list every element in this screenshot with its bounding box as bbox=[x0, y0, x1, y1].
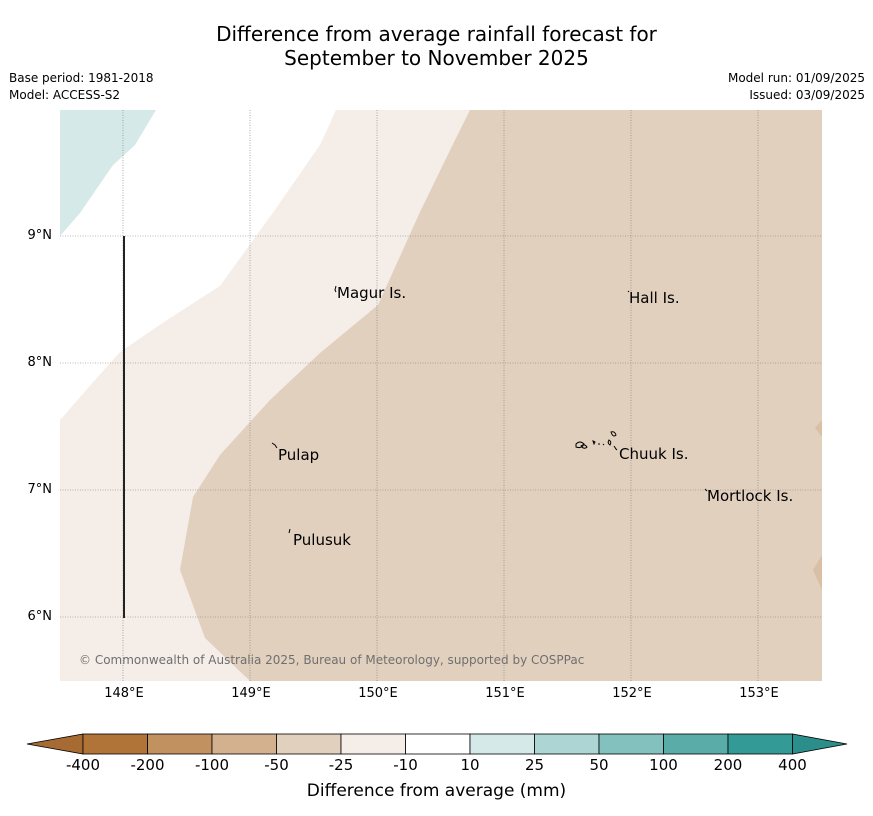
model-run: Model run: 01/09/2025 bbox=[727, 71, 865, 85]
colorbar-bin bbox=[663, 733, 729, 755]
rainfall-map bbox=[60, 110, 822, 681]
mortlock-island-shape bbox=[704, 488, 708, 492]
base-period: Base period: 1981-2018 bbox=[9, 71, 154, 85]
colorbar-bin bbox=[469, 733, 535, 755]
colorbar-extend-high bbox=[792, 733, 848, 755]
colorbar-tick-label: 10 bbox=[460, 756, 480, 774]
chuuk-lagoon-shape bbox=[575, 431, 618, 451]
forecast-meta-right: Model run: 01/09/2025 Issued: 03/09/2025 bbox=[728, 70, 865, 104]
colorbar-tick-label: -400 bbox=[65, 756, 101, 774]
model-name: Model: ACCESS-S2 bbox=[9, 88, 121, 102]
colorbar-bin bbox=[82, 733, 148, 755]
colorbar-bin bbox=[147, 733, 213, 755]
colorbar-tick-label: 200 bbox=[713, 756, 743, 774]
colorbar-tick-label: -25 bbox=[328, 756, 354, 774]
colorbar-bin bbox=[276, 733, 342, 755]
dry-medium-edge-patch-2 bbox=[813, 555, 822, 590]
wet-light-region bbox=[60, 110, 156, 236]
lat-label-9n: 9°N bbox=[27, 228, 53, 243]
colorbar-bin bbox=[598, 733, 664, 755]
island-outlines bbox=[271, 285, 708, 534]
colorbar-extend-low bbox=[26, 733, 84, 755]
legend-title: Difference from average (mm) bbox=[306, 781, 567, 801]
lat-label-7n: 7°N bbox=[27, 482, 53, 497]
colorbar-bin bbox=[405, 733, 471, 755]
colorbar-tick-label: -50 bbox=[264, 756, 289, 774]
colorbar-bin bbox=[211, 733, 277, 755]
colorbar-tick-label: 400 bbox=[778, 756, 807, 774]
dry-medium-region bbox=[180, 110, 822, 681]
pulusuk-island-shape bbox=[288, 528, 291, 534]
lat-label-6n: 6°N bbox=[27, 609, 53, 624]
lat-label-8n: 8°N bbox=[27, 355, 53, 370]
hall-island-shape bbox=[627, 290, 630, 293]
colorbar-tick-label: -10 bbox=[393, 756, 418, 774]
colorbar-bin bbox=[534, 733, 600, 755]
magur-island-shape bbox=[334, 285, 337, 293]
colorbar-legend bbox=[26, 733, 848, 755]
colorbar-tick-label: 100 bbox=[649, 756, 678, 774]
colorbar-tick-label: -100 bbox=[194, 756, 230, 774]
map-title: Difference from average rainfall forecas… bbox=[0, 22, 873, 70]
lon-label-148e: 148°E bbox=[104, 686, 144, 701]
lon-label-151e: 151°E bbox=[485, 686, 525, 701]
title-line-1: Difference from average rainfall forecas… bbox=[216, 22, 657, 46]
dry-medium-edge-patch bbox=[815, 420, 822, 437]
colorbar-tick-label: 50 bbox=[589, 756, 609, 774]
colorbar-tick-label: 25 bbox=[524, 756, 545, 774]
lon-label-152e: 152°E bbox=[612, 686, 652, 701]
pulap-island-shape bbox=[271, 442, 278, 449]
colorbar-bin bbox=[340, 733, 406, 755]
copyright-notice: © Commonwealth of Australia 2025, Bureau… bbox=[79, 653, 585, 667]
place-label-hall: Hall Is. bbox=[629, 289, 680, 307]
place-label-pulusuk: Pulusuk bbox=[293, 531, 351, 549]
forecast-meta-left: Base period: 1981-2018 Model: ACCESS-S2 bbox=[9, 70, 154, 104]
place-label-mortlock: Mortlock Is. bbox=[707, 487, 794, 505]
place-label-chuuk: Chuuk Is. bbox=[619, 445, 689, 463]
issued-date: Issued: 03/09/2025 bbox=[749, 88, 865, 102]
place-label-pulap: Pulap bbox=[278, 446, 320, 464]
colorbar-tick-label: -200 bbox=[130, 756, 165, 774]
lon-label-150e: 150°E bbox=[358, 686, 398, 701]
title-line-2: September to November 2025 bbox=[284, 46, 589, 70]
lon-label-153e: 153°E bbox=[739, 686, 779, 701]
graticule bbox=[60, 110, 822, 681]
colorbar-bin bbox=[727, 733, 793, 755]
place-label-magur: Magur Is. bbox=[337, 284, 407, 302]
lon-label-149e: 149°E bbox=[231, 686, 271, 701]
